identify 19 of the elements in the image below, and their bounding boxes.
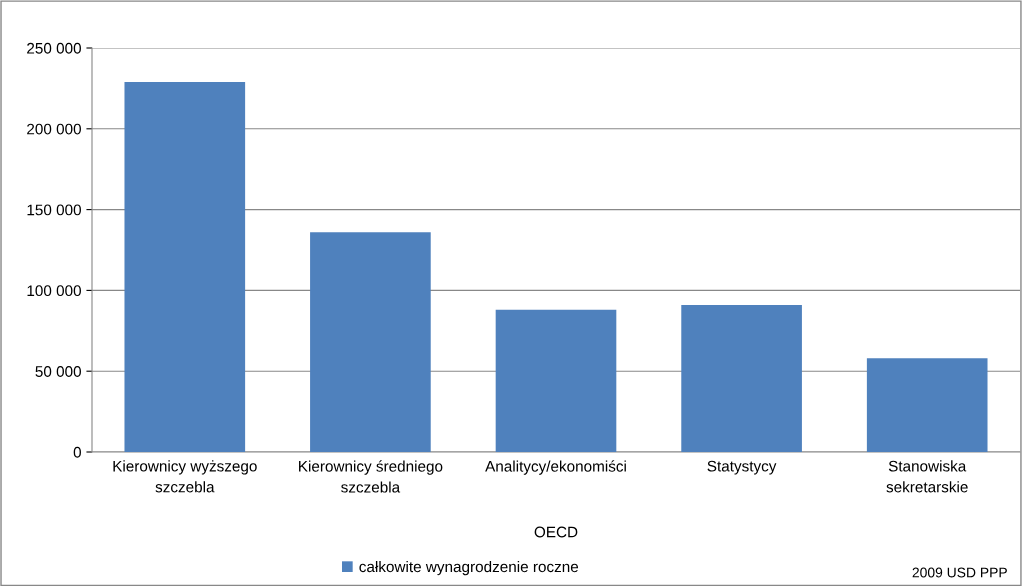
- bar: [681, 304, 802, 452]
- bar: [866, 358, 988, 452]
- y-tick-label: 250 000: [27, 42, 81, 54]
- y-tick-label: 200 000: [27, 123, 81, 135]
- x-tick-label: Statystycy: [707, 460, 777, 475]
- legend-label: całkowite wynagrodzenie roczne: [359, 560, 579, 576]
- y-tick-label: 100 000: [27, 285, 81, 297]
- text: 2009 USD PPP: [912, 567, 1007, 578]
- bar: [310, 232, 431, 452]
- y-tick-label: 150 000: [27, 204, 81, 216]
- x-tick-label: Kierownicy średniego szczebla: [299, 460, 443, 493]
- x-tick-label: Stanowiska sekretarskie: [886, 460, 968, 493]
- bar: [495, 309, 617, 452]
- y-tick-label: 50 000: [35, 366, 81, 377]
- x-axis-title: OECD: [534, 526, 578, 538]
- bar: [124, 81, 246, 452]
- x-tick-label: Analitycy/ekonomiści: [485, 460, 626, 475]
- x-tick-label: Kierownicy wyższego szczebla: [113, 460, 257, 493]
- y-tick-label: 0: [73, 446, 81, 458]
